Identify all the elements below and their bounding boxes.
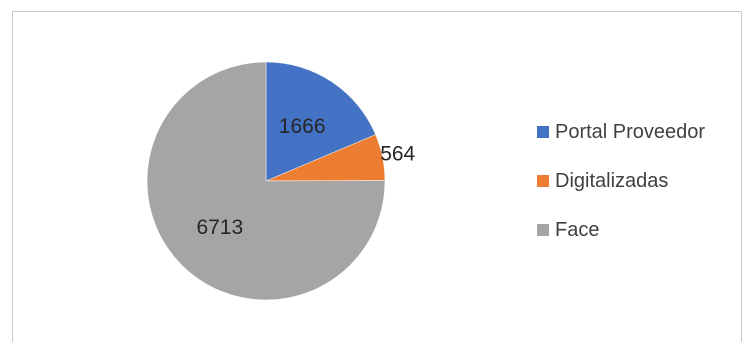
data-labels: 1666 564 6713 (196, 115, 415, 239)
legend-swatch-portal-proveedor (537, 126, 549, 138)
legend-swatch-face (537, 224, 549, 236)
pie-slice-face (146, 61, 386, 301)
pie-slice-portal-proveedor (265, 61, 376, 182)
legend-label-face: Face (555, 219, 599, 241)
data-label-digitalizadas: 564 (380, 142, 415, 165)
legend-label-digitalizadas: Digitalizadas (555, 170, 668, 192)
data-label-portal-proveedor: 1666 (279, 115, 326, 138)
legend-label-portal-proveedor: Portal Proveedor (555, 121, 705, 143)
legend: Portal Proveedor Digitalizadas Face (537, 121, 705, 241)
legend-swatch-digitalizadas (537, 175, 549, 187)
pie-slices (146, 61, 386, 301)
data-label-face: 6713 (196, 216, 243, 239)
